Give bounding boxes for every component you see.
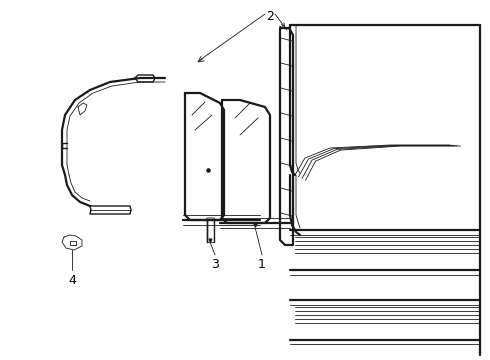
Text: 1: 1 xyxy=(258,258,266,271)
Text: 3: 3 xyxy=(211,258,219,271)
Text: 2: 2 xyxy=(266,10,274,23)
Text: 4: 4 xyxy=(68,274,76,287)
